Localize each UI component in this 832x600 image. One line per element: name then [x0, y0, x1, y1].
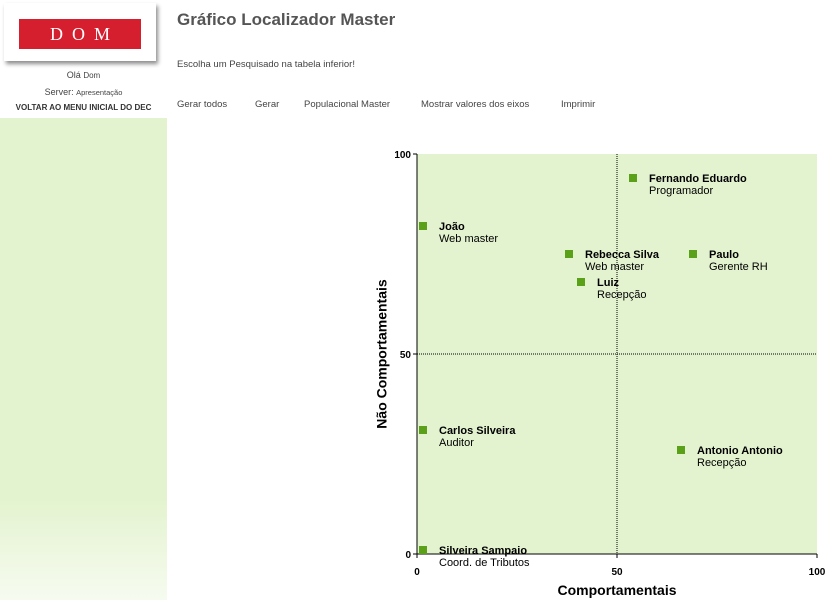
y-tick-label: 100 [394, 150, 411, 161]
point-name-label: Fernando Eduardo [649, 173, 747, 185]
print-link[interactable]: Imprimir [561, 99, 596, 110]
axes [413, 153, 818, 558]
point-role-label: Auditor [439, 437, 474, 449]
y-tick-label: 0 [405, 550, 411, 561]
generate-all-link[interactable]: Gerar todos [177, 99, 228, 110]
x-tick-label: 50 [611, 567, 623, 578]
point-role-label: Recepção [597, 289, 647, 301]
greeting-prefix: Olá [66, 70, 81, 80]
logo-text: DOM [19, 19, 141, 49]
point-role-label: Recepção [697, 457, 747, 469]
point-role-label: Web master [585, 261, 644, 273]
tick-labels: 0 50 100 0 50 100 [394, 150, 825, 578]
show-axis-values-link[interactable]: Mostrar valores dos eixos [421, 99, 530, 110]
point-role-label: Programador [649, 185, 714, 197]
point-marker[interactable] [419, 546, 427, 554]
point-marker[interactable] [629, 174, 637, 182]
point-name-label: Rebecca Silva [585, 249, 660, 261]
y-axis-label: Não Comportamentais [374, 279, 390, 429]
point-marker[interactable] [565, 250, 573, 258]
population-master-link[interactable]: Populacional Master [304, 99, 391, 110]
point-marker[interactable] [419, 426, 427, 434]
server-prefix: Server: [44, 87, 74, 97]
x-tick-label: 100 [809, 567, 826, 578]
page-title: Gráfico Localizador Master [177, 10, 396, 29]
point-marker[interactable] [677, 446, 685, 454]
point-name-label: Carlos Silveira [439, 425, 516, 437]
point-role-label: Coord. de Tributos [439, 557, 530, 569]
point-marker[interactable] [419, 222, 427, 230]
page-subtitle: Escolha um Pesquisado na tabela inferior… [177, 59, 355, 70]
back-to-menu-link[interactable]: VOLTAR AO MENU INICIAL DO DEC [15, 103, 152, 112]
point-role-label: Web master [439, 233, 498, 245]
y-tick-label: 50 [400, 350, 412, 361]
point-name-label: Luiz [597, 277, 619, 289]
point-marker[interactable] [577, 278, 585, 286]
point-name-label: João [439, 221, 465, 233]
generate-link[interactable]: Gerar [255, 99, 280, 110]
server-info: Server: Apresentação [0, 87, 167, 97]
point-role-label: Gerente RH [709, 261, 768, 273]
greeting-user: Dom [83, 71, 101, 80]
greeting: Olá Dom [0, 70, 167, 80]
point-name-label: Paulo [709, 249, 739, 261]
x-axis-label: Comportamentais [557, 582, 676, 598]
point-name-label: Antonio Antonio [697, 445, 783, 457]
logo: DOM [4, 3, 156, 61]
point-name-label: Silveira Sampaio [439, 545, 527, 557]
x-tick-label: 0 [414, 567, 420, 578]
server-name: Apresentação [76, 88, 123, 97]
sidebar: DOM Olá Dom Server: Apresentação VOLTAR … [0, 0, 167, 600]
quadrant-grid [417, 154, 817, 554]
point-marker[interactable] [689, 250, 697, 258]
